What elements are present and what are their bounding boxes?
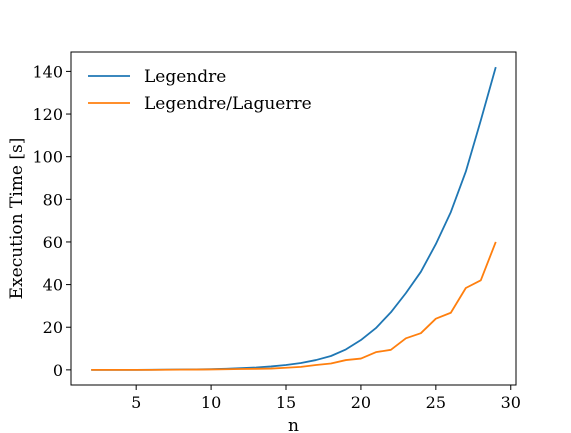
legend-label: Legendre/Laguerre [144,94,312,114]
y-tick-label: 120 [32,105,63,124]
x-axis: 5 10 15 20 25 30 [131,385,521,412]
y-tick-label: 100 [32,148,63,167]
legend: Legendre Legendre/Laguerre [88,67,312,114]
y-tick-label: 20 [43,318,63,337]
y-tick-label: 140 [32,62,63,81]
x-axis-label: n [288,416,299,433]
x-tick-label: 5 [131,393,141,412]
x-tick-label: 10 [201,393,221,412]
y-tick-label: 80 [43,190,63,209]
y-tick-label: 0 [53,361,63,380]
series-line-legendre-laguerre [91,241,497,371]
axes-frame [70,51,517,386]
x-tick-label: 15 [276,393,296,412]
y-tick-label: 40 [43,276,63,295]
y-axis-label: Execution Time [s] [7,138,27,300]
x-tick-label: 30 [501,393,521,412]
y-axis: 0 20 40 60 80 100 120 140 [32,62,71,380]
y-tick-label: 60 [43,233,63,252]
legend-label: Legendre [144,67,226,87]
x-tick-label: 25 [426,393,446,412]
plot-lines [91,66,497,371]
x-tick-label: 20 [351,393,371,412]
